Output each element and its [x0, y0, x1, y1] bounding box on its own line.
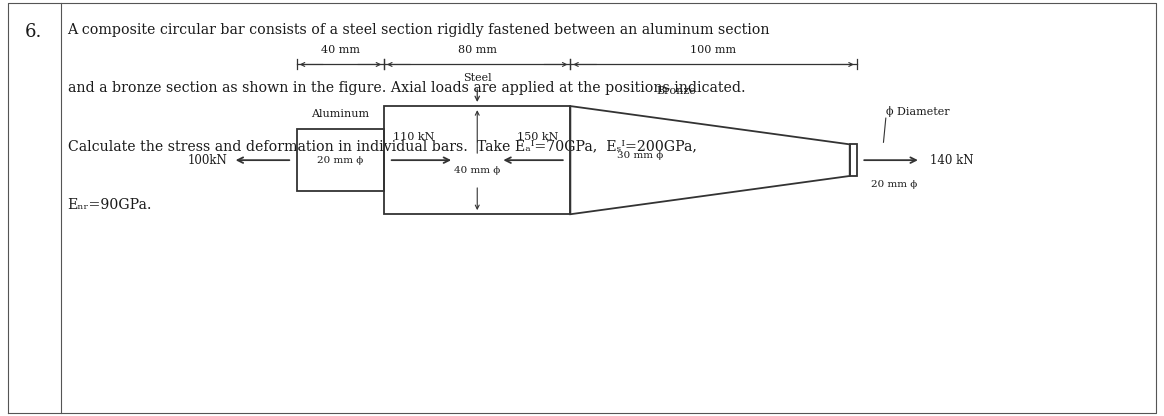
Bar: [297, 129, 384, 191]
Text: Aluminum: Aluminum: [312, 109, 369, 119]
Text: 150 kN: 150 kN: [517, 132, 559, 142]
Text: and a bronze section as shown in the figure. Axial loads are applied at the posi: and a bronze section as shown in the fig…: [68, 81, 745, 95]
Text: ϕ Diameter: ϕ Diameter: [886, 106, 950, 117]
Bar: [384, 106, 570, 214]
Text: Steel: Steel: [463, 73, 491, 83]
Text: 40 mm: 40 mm: [321, 45, 360, 55]
Text: Bronze: Bronze: [656, 86, 696, 96]
Text: Eₙᵣ=90GPa.: Eₙᵣ=90GPa.: [68, 198, 152, 212]
Bar: [850, 144, 857, 176]
Text: 20 mm ϕ: 20 mm ϕ: [871, 180, 917, 189]
Text: 6.: 6.: [26, 23, 42, 41]
Text: Calculate the stress and deformation in individual bars.  Take Eₐᴵ=70GPa,  Eₛᴵ=2: Calculate the stress and deformation in …: [68, 139, 696, 154]
Text: 100kN: 100kN: [187, 154, 227, 167]
Text: 110 kN: 110 kN: [393, 132, 435, 142]
Text: A composite circular bar consists of a steel section rigidly fastened between an: A composite circular bar consists of a s…: [68, 23, 771, 37]
Text: 40 mm ϕ: 40 mm ϕ: [454, 166, 501, 175]
Text: 30 mm ϕ: 30 mm ϕ: [617, 151, 663, 160]
Text: 100 mm: 100 mm: [690, 45, 737, 55]
Text: 140 kN: 140 kN: [930, 154, 973, 167]
Text: 80 mm: 80 mm: [457, 45, 497, 55]
Text: 20 mm ϕ: 20 mm ϕ: [318, 156, 363, 165]
